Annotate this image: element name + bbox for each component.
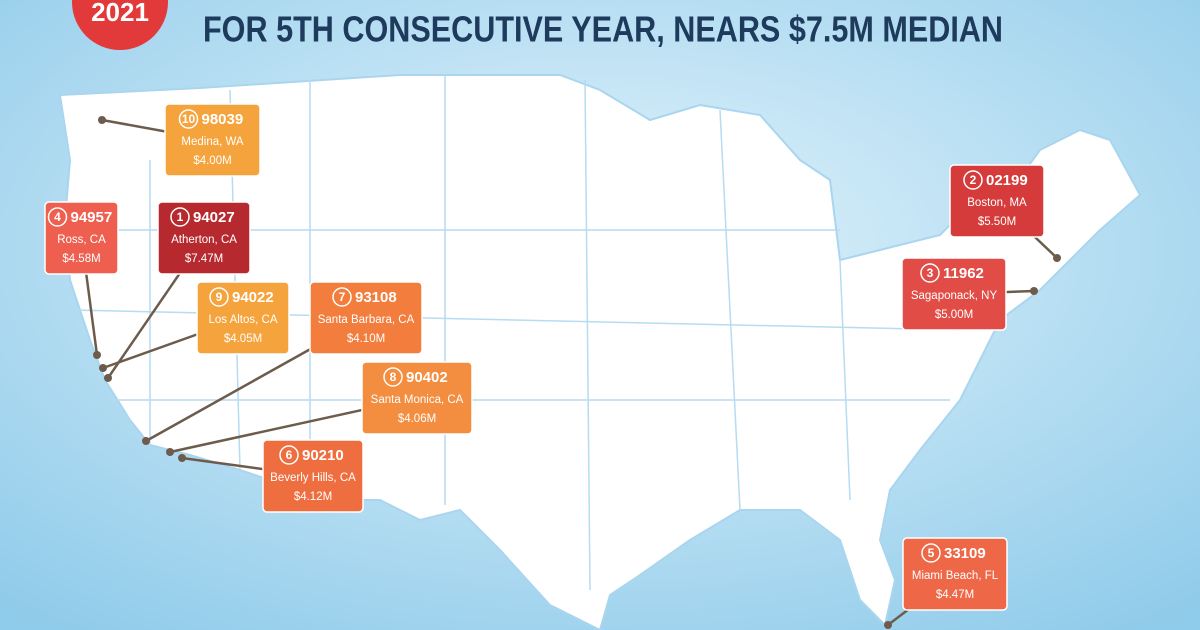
year-badge-text: 2021 bbox=[91, 0, 149, 27]
leader-dot bbox=[1053, 254, 1061, 262]
zip-code: 02199 bbox=[986, 172, 1028, 189]
price: $4.05M bbox=[224, 333, 262, 345]
rank-circle bbox=[963, 170, 983, 190]
rank: 5 bbox=[928, 546, 935, 560]
rank: 4 bbox=[54, 210, 61, 224]
rank-circle bbox=[921, 543, 941, 563]
place: Miami Beach, FL bbox=[912, 570, 999, 582]
price: $5.50M bbox=[978, 216, 1016, 228]
zip-code: 94027 bbox=[193, 209, 235, 226]
rank: 10 bbox=[182, 112, 196, 126]
rank-circle bbox=[178, 109, 199, 129]
price: $4.47M bbox=[936, 589, 974, 601]
rank-circle bbox=[170, 207, 190, 227]
rank-circle bbox=[383, 367, 403, 387]
place: Ross, CA bbox=[57, 234, 106, 246]
labels: 10 98039 Medina, WA $4.00M 4 94957 Ross, CA $4.… bbox=[44, 103, 1061, 629]
rank: 7 bbox=[339, 290, 346, 304]
zip-code: 98039 bbox=[202, 111, 244, 128]
zip-code: 93108 bbox=[355, 289, 397, 306]
leader-dot bbox=[1030, 287, 1038, 295]
leader-dot bbox=[99, 364, 107, 372]
zip-code: 94022 bbox=[232, 289, 274, 306]
price: $7.47M bbox=[185, 253, 223, 265]
leader-dot bbox=[178, 454, 186, 462]
zip-code: 11962 bbox=[943, 265, 984, 282]
label-box bbox=[361, 361, 473, 435]
rank-circle bbox=[279, 445, 299, 465]
rank: 9 bbox=[216, 290, 223, 304]
leader-dot bbox=[884, 621, 892, 629]
label-box bbox=[902, 537, 1008, 611]
label-box bbox=[949, 164, 1045, 238]
place: Beverly Hills, CA bbox=[270, 472, 356, 484]
rank: 2 bbox=[970, 173, 977, 187]
leader-dot bbox=[142, 437, 150, 445]
label-box bbox=[157, 201, 251, 275]
place: Los Altos, CA bbox=[208, 314, 277, 326]
price: $5.00M bbox=[935, 309, 973, 321]
year-badge bbox=[72, 0, 168, 50]
zip-code: 33109 bbox=[944, 545, 986, 562]
place: Santa Monica, CA bbox=[371, 394, 464, 406]
label-box bbox=[309, 281, 423, 355]
rank-circle bbox=[47, 207, 68, 227]
price: $4.06M bbox=[398, 413, 436, 425]
zip-code: 94957 bbox=[71, 209, 113, 226]
price: $4.58M bbox=[62, 253, 100, 265]
leader-dot bbox=[93, 351, 101, 359]
place: Sagaponack, NY bbox=[911, 290, 998, 302]
rank-circle bbox=[209, 287, 229, 307]
label-box bbox=[196, 281, 290, 355]
rank-circle bbox=[332, 287, 352, 307]
place: Santa Barbara, CA bbox=[318, 314, 415, 326]
label-box bbox=[262, 439, 364, 513]
rank: 8 bbox=[390, 370, 397, 384]
leader-dot bbox=[104, 374, 112, 382]
zip-code: 90402 bbox=[406, 369, 448, 386]
rank: 6 bbox=[286, 448, 293, 462]
price: $4.12M bbox=[294, 491, 332, 503]
rank: 1 bbox=[177, 210, 184, 224]
leader-dot bbox=[166, 448, 174, 456]
place: Medina, WA bbox=[181, 136, 244, 148]
rank-circle bbox=[920, 263, 940, 283]
rank: 3 bbox=[927, 266, 934, 280]
title: FOR 5TH CONSECUTIVE YEAR, NEARS $7.5M ME… bbox=[203, 9, 1003, 50]
price: $4.00M bbox=[193, 155, 231, 167]
label-box bbox=[44, 201, 119, 275]
zip-code: 90210 bbox=[302, 447, 344, 464]
label-box bbox=[901, 257, 1007, 331]
label-box bbox=[164, 103, 261, 177]
price: $4.10M bbox=[347, 333, 385, 345]
place: Atherton, CA bbox=[171, 234, 237, 246]
leader-dot bbox=[98, 116, 106, 124]
place: Boston, MA bbox=[967, 197, 1027, 209]
